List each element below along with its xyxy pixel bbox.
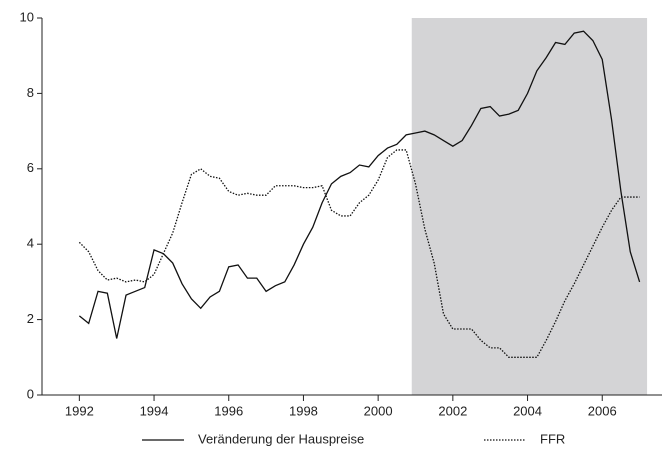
x-tick-label: 2002: [438, 403, 467, 418]
y-tick-label: 10: [20, 9, 34, 24]
y-tick-label: 8: [27, 85, 34, 100]
y-tick-label: 0: [27, 386, 34, 401]
series-line: [78, 149, 640, 358]
y-tick-label: 6: [27, 160, 34, 175]
x-tick-label: 2004: [513, 403, 542, 418]
x-tick-label: 1998: [289, 403, 318, 418]
x-tick-label: 1994: [140, 403, 169, 418]
y-tick-label: 2: [27, 311, 34, 326]
legend-label: Veränderung der Hauspreise: [198, 431, 364, 446]
legend-label: FFR: [540, 431, 565, 446]
x-tick-label: 1992: [65, 403, 94, 418]
x-tick-label: 2000: [364, 403, 393, 418]
x-tick-label: 1996: [214, 403, 243, 418]
shaded-region: [411, 18, 648, 395]
x-tick-label: 2006: [588, 403, 617, 418]
series-line: [78, 30, 641, 339]
y-tick-label: 4: [27, 236, 34, 251]
